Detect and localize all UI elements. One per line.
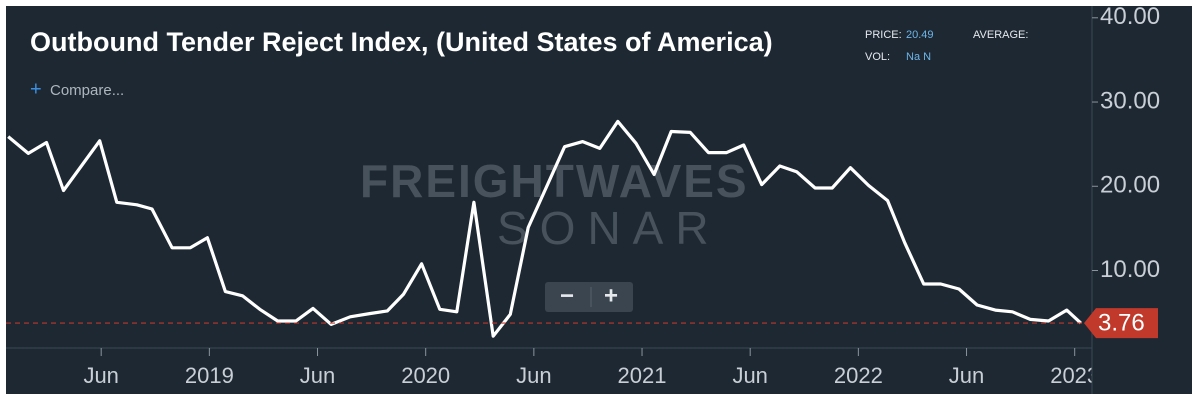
- x-tick-label: 2022: [834, 363, 883, 388]
- x-tick-label: Jun: [300, 363, 335, 388]
- compare-plus: +: [30, 78, 42, 100]
- line: [7, 119, 1082, 338]
- watermark-product: SONAR: [497, 202, 721, 254]
- vol-label: VOL:: [865, 51, 890, 63]
- zoom-in[interactable]: +: [604, 282, 618, 309]
- x-tick-label: Jun: [732, 363, 767, 388]
- last-value-tag: [1084, 308, 1158, 339]
- x-tick-label: Jun: [949, 363, 984, 388]
- x-tick-label: 2023: [1050, 363, 1099, 388]
- watermark-brand: FREIGHTWAVES: [360, 155, 749, 207]
- zoom-out[interactable]: −: [560, 282, 574, 309]
- info-panel: [840, 12, 1090, 68]
- compare-text: Compare...: [50, 82, 124, 99]
- x-tick-label: Jun: [516, 363, 551, 388]
- y-tick-label: 30.00: [1100, 87, 1160, 114]
- x-tick-label: 2020: [401, 363, 450, 388]
- x-tick-label: 2021: [618, 363, 667, 388]
- chart-title: Outbound Tender Reject Index, (United St…: [30, 27, 773, 57]
- x-tick-label: 2019: [185, 363, 234, 388]
- y-tick-label: 40.00: [1100, 3, 1160, 30]
- average-label: AVERAGE:: [973, 29, 1028, 41]
- price-value: 20.49: [906, 29, 934, 41]
- vol-value: Na N: [906, 51, 931, 63]
- last-value-label: 3.76: [1098, 309, 1145, 336]
- x-tick-label: Jun: [83, 363, 118, 388]
- zoom-controls: [545, 282, 633, 312]
- background: [6, 6, 1192, 394]
- y-tick-label: 20.00: [1100, 172, 1160, 199]
- compare-button[interactable]: + Compare...: [30, 78, 124, 100]
- y-tick-label: 10.00: [1100, 256, 1160, 283]
- price-label: PRICE:: [865, 29, 902, 41]
